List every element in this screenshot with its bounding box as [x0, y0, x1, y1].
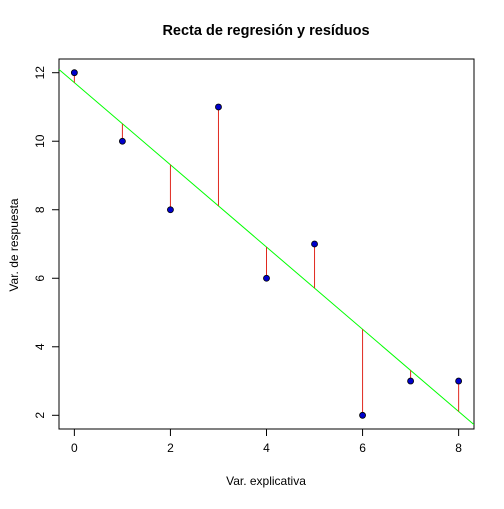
- data-point: [455, 377, 463, 385]
- y-tick-label: 4: [33, 343, 47, 350]
- y-tick-label: 12: [33, 66, 47, 80]
- y-axis-label: Var. de respuesta: [7, 198, 21, 291]
- data-point: [359, 411, 366, 419]
- y-tick-label: 8: [33, 206, 47, 213]
- data-point: [311, 240, 318, 248]
- x-tick-label: 6: [359, 441, 366, 455]
- data-point: [167, 206, 174, 214]
- data-point: [215, 103, 222, 111]
- data-point: [119, 137, 126, 145]
- x-tick-label: 4: [263, 441, 270, 455]
- x-tick-label: 0: [71, 441, 78, 455]
- x-tick-label: 8: [455, 441, 462, 455]
- data-point: [263, 274, 270, 282]
- data-point: [70, 69, 78, 77]
- x-axis-label: Var. explicativa: [226, 474, 306, 488]
- plot-area: 0 2 4 6 8 2 4 6 8 10 12: [33, 58, 475, 455]
- x-tick-label: 2: [167, 441, 174, 455]
- y-tick-label: 6: [33, 275, 47, 282]
- y-tick-label: 10: [33, 134, 47, 148]
- y-tick-label: 2: [33, 412, 47, 419]
- data-point: [407, 377, 414, 385]
- chart-title: Recta de regresión y resíduos: [162, 23, 369, 39]
